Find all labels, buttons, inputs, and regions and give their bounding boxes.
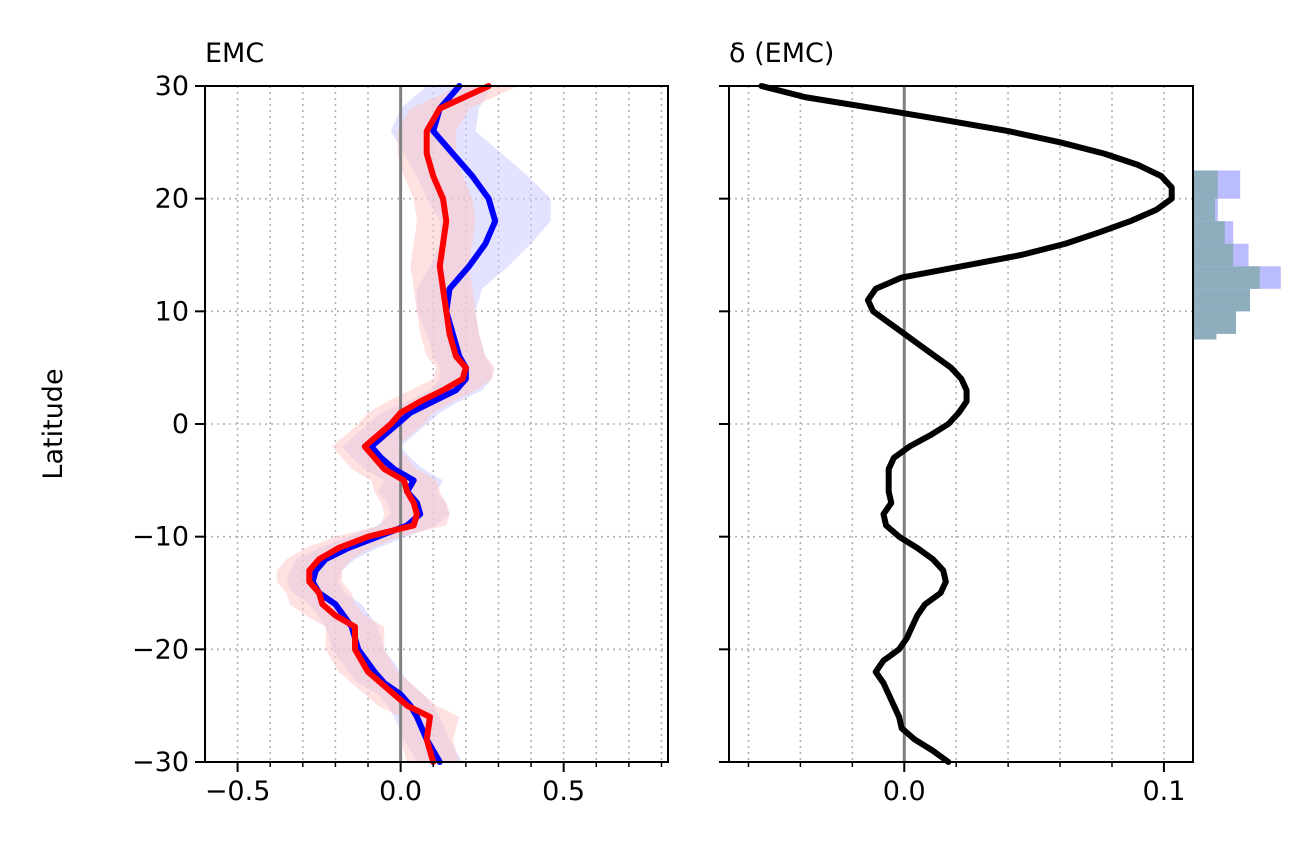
series-line [306,83,492,765]
left-panel-title: EMC [205,38,264,69]
y-tick-label: −20 [132,634,189,665]
right-series-lines [758,83,1175,765]
histogram-bar [1194,221,1225,244]
histogram-bar [1194,170,1218,199]
histogram-bar [1194,266,1260,289]
y-tick-label: 20 [155,184,189,215]
left-ticks: −0.5 0.0 0.5 30 20 10 0 −10 −20 −30 [132,71,663,807]
series-line [758,83,1175,765]
y-axis-label: Latitude [38,368,69,479]
right-panel-title: δ (EMC) [729,38,834,69]
y-tick-label: 0 [172,409,189,440]
histogram-bar [1194,243,1234,267]
y-tick-label: −10 [132,522,189,553]
x-tick-label: 0.0 [379,776,422,807]
x-tick-label: 0.5 [542,776,585,807]
marginal-histogram [1194,170,1281,340]
y-tick-label: −30 [132,747,189,778]
x-tick-label: 0.1 [1142,776,1185,807]
histogram-bar [1194,311,1236,334]
histogram-bar [1194,198,1215,222]
histogram-bar [1194,288,1250,312]
left-series-lines [306,83,499,765]
y-tick-label: 10 [155,296,189,327]
right-ticks: 0.0 0.1 [719,85,1185,807]
histogram-bar [1194,333,1217,340]
y-tick-label: 30 [155,71,189,102]
x-tick-label: −0.5 [205,776,271,807]
right-panel: 0.0 0.1 δ (EMC) [719,38,1194,807]
left-panel: −0.5 0.0 0.5 30 20 10 0 −10 −20 −30 EMC Latitude [38,38,669,807]
x-tick-label: 0.0 [883,776,926,807]
